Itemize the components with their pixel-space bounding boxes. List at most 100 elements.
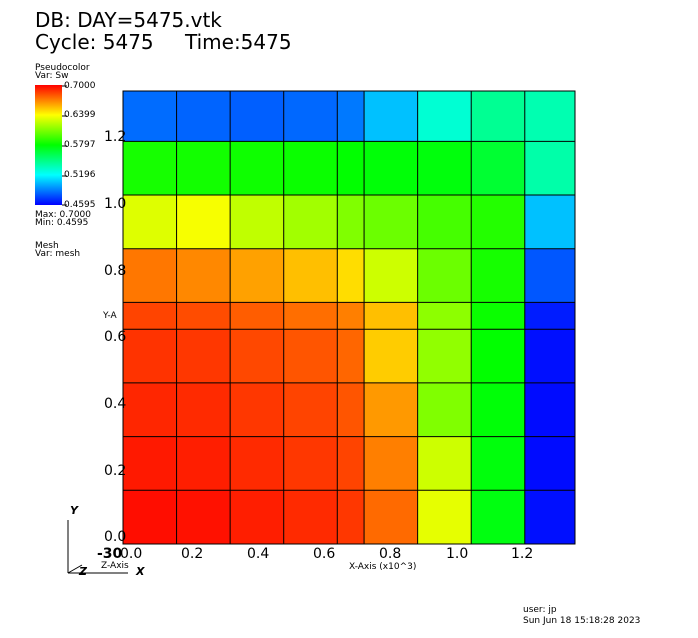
heatmap-cell [123, 195, 177, 249]
heatmap-cell [524, 302, 575, 330]
heatmap-cell [337, 195, 365, 249]
legend-mesh-var: Var: mesh [35, 249, 81, 259]
x-tick-0.0: 0.0 [120, 546, 143, 562]
heatmap-cell [471, 302, 525, 330]
heatmap-cell [176, 490, 231, 544]
heatmap-cell [524, 91, 575, 142]
heatmap-cell [364, 490, 418, 544]
heatmap-cell [417, 436, 472, 491]
triad-z-label: Z [79, 565, 87, 578]
heatmap-cell [524, 436, 575, 491]
heatmap-cell [471, 329, 525, 383]
heatmap-cell [524, 329, 575, 383]
heatmap-cell [364, 329, 418, 383]
z-tick: -30 [97, 546, 123, 562]
heatmap-cell [417, 490, 472, 544]
heatmap-cell [364, 302, 418, 330]
heatmap-cell [283, 195, 338, 249]
heatmap-cell [471, 436, 525, 491]
heatmap-cell [230, 436, 284, 491]
heatmap-cell [524, 195, 575, 249]
y-tick-0.2: 0.2 [104, 463, 127, 479]
y-tick-0.4: 0.4 [104, 396, 127, 412]
heatmap-cell [230, 302, 284, 330]
heatmap-cell [337, 382, 365, 437]
time-label: Time:5475 [185, 30, 292, 54]
heatmap-cell [283, 329, 338, 383]
colorbar-tick-1: 0.7000 [64, 81, 96, 91]
colorbar-tick-3: 0.5797 [64, 140, 96, 150]
legend-mesh-type: Mesh [35, 241, 59, 251]
heatmap-cell [417, 248, 472, 303]
heatmap-cell [176, 302, 231, 330]
cycle-label: Cycle: 5475 [35, 30, 154, 54]
heatmap-cell [230, 490, 284, 544]
x-tick-1.0: 1.0 [446, 546, 469, 562]
heatmap-cell [471, 490, 525, 544]
heatmap-cell [364, 195, 418, 249]
heatmap-cell [364, 382, 418, 437]
x-axis-label: X-Axis (x10^3) [349, 562, 417, 572]
y-tick-0.0: 0.0 [104, 529, 127, 545]
y-tick-1.0: 1.0 [104, 196, 127, 212]
heatmap-cell [176, 195, 231, 249]
heatmap-cell [337, 302, 365, 330]
heatmap-cell [471, 91, 525, 142]
heatmap-cell [176, 329, 231, 383]
heatmap-cell [524, 141, 575, 196]
heatmap-cell [337, 436, 365, 491]
heatmap-cell [417, 195, 472, 249]
legend-plot-type: Pseudocolor [35, 63, 90, 73]
heatmap-cell [283, 141, 338, 196]
heatmap-cell [417, 91, 472, 142]
colorbar [35, 85, 62, 205]
triad-z-axis [67, 564, 83, 574]
legend-max: Max: 0.7000 [35, 210, 91, 220]
colorbar-tick-2: 0.6399 [64, 110, 96, 120]
heatmap-cell [283, 382, 338, 437]
heatmap-cell [123, 382, 177, 437]
db-title: DB: DAY=5475.vtk [35, 8, 222, 32]
y-tick-0.6: 0.6 [104, 329, 127, 345]
heatmap-cell [337, 91, 365, 142]
heatmap-cell [471, 248, 525, 303]
heatmap-cell [230, 329, 284, 383]
heatmap-cell [123, 490, 177, 544]
heatmap-cell [230, 248, 284, 303]
heatmap-cell [230, 195, 284, 249]
heatmap-cell [123, 302, 177, 330]
heatmap-cell [230, 91, 284, 142]
heatmap-cell [283, 490, 338, 544]
heatmap-cell [471, 141, 525, 196]
z-axis-label: Z-Axis [101, 561, 129, 571]
footer-date: Sun Jun 18 15:18:28 2023 [523, 616, 641, 626]
heatmap-cell [364, 248, 418, 303]
heatmap-cell [176, 91, 231, 142]
y-axis-label: Y-A [103, 311, 117, 321]
legend-min: Min: 0.4595 [35, 218, 89, 228]
heatmap-cell [364, 436, 418, 491]
legend-var: Var: Sw [35, 71, 69, 81]
heatmap-cell [230, 382, 284, 437]
x-tick-0.4: 0.4 [247, 546, 270, 562]
x-tick-0.8: 0.8 [379, 546, 402, 562]
heatmap-cell [364, 91, 418, 142]
plot-frame [122, 90, 576, 545]
heatmap-cell [283, 436, 338, 491]
heatmap-cell [337, 329, 365, 383]
heatmap-cell [417, 141, 472, 196]
heatmap-cell [283, 91, 338, 142]
heatmap-cell [283, 302, 338, 330]
colorbar-tick-4: 0.5196 [64, 170, 96, 180]
heatmap-cell [471, 382, 525, 437]
x-tick-0.2: 0.2 [181, 546, 204, 562]
heatmap-cell [471, 195, 525, 249]
heatmap-cell [283, 248, 338, 303]
footer-user: user: jp [523, 605, 557, 615]
heatmap-cell [123, 141, 177, 196]
x-tick-1.2: 1.2 [511, 546, 534, 562]
heatmap-cell [524, 248, 575, 303]
heatmap-cell [337, 141, 365, 196]
heatmap-cell [123, 248, 177, 303]
